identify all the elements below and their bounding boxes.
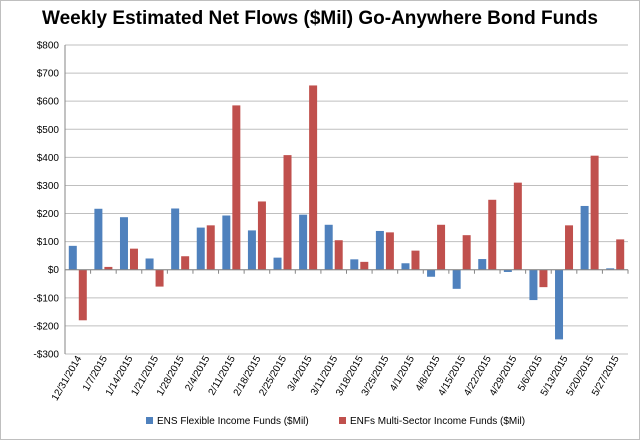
bar	[181, 256, 190, 270]
bar	[411, 250, 420, 270]
y-tick-label: $700	[37, 69, 60, 80]
chart-title: Weekly Estimated Net Flows ($Mil) Go-Any…	[41, 8, 598, 29]
bar	[273, 257, 282, 270]
bar	[129, 248, 138, 270]
bar	[324, 224, 333, 270]
bar	[513, 182, 522, 270]
y-tick-label: -$100	[33, 293, 59, 304]
bar	[606, 268, 615, 270]
bar	[232, 105, 241, 270]
legend-label: ENFs Multi-Sector Income Funds ($Mil)	[350, 416, 525, 427]
bar	[427, 269, 436, 277]
y-tick-label: $100	[37, 237, 60, 248]
bar	[478, 259, 487, 270]
bar	[206, 225, 215, 270]
bar	[401, 263, 410, 270]
legend-swatch	[146, 417, 153, 424]
bar	[222, 215, 231, 270]
x-tick-label: 12/31/2014	[50, 354, 85, 403]
legend-swatch	[339, 417, 346, 424]
bar	[196, 227, 205, 270]
y-tick-label: $800	[37, 41, 60, 52]
bar	[565, 225, 574, 270]
bar	[78, 269, 87, 321]
bar	[360, 261, 369, 270]
bar	[350, 259, 359, 270]
bar	[283, 155, 292, 270]
y-tick-label: $400	[37, 153, 60, 164]
bar	[309, 85, 318, 270]
bar	[616, 239, 625, 270]
bar	[580, 205, 589, 270]
bar	[488, 199, 497, 270]
bar	[503, 269, 512, 272]
y-tick-label: -$200	[33, 321, 59, 332]
y-tick-label: $500	[37, 125, 60, 136]
y-tick-label: $300	[37, 181, 60, 192]
bar	[539, 269, 548, 288]
bar	[529, 269, 538, 301]
legend-label: ENS Flexible Income Funds ($Mil)	[157, 416, 309, 427]
bar	[334, 240, 343, 270]
bar	[299, 214, 308, 270]
bar	[68, 245, 77, 270]
bar	[257, 201, 266, 270]
bar	[145, 258, 154, 270]
bar	[555, 269, 564, 340]
bar	[375, 230, 384, 270]
bar	[119, 217, 128, 270]
y-tick-label: -$300	[33, 350, 59, 361]
bar	[94, 208, 103, 270]
bar	[590, 155, 599, 270]
bar	[437, 224, 446, 270]
bar	[385, 232, 394, 270]
bar	[452, 269, 461, 289]
bar	[171, 208, 180, 270]
bar	[247, 230, 256, 270]
y-tick-label: $600	[37, 97, 60, 108]
y-tick-label: $0	[48, 265, 60, 276]
bar	[462, 235, 471, 270]
bar	[104, 266, 113, 270]
bar	[155, 269, 164, 287]
y-tick-label: $200	[37, 209, 60, 220]
